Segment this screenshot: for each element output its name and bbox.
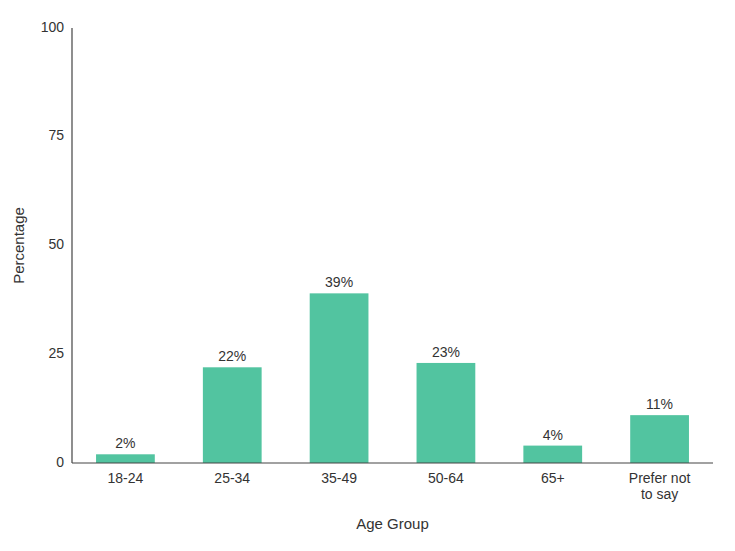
bar (203, 367, 262, 463)
y-tick-label: 100 (41, 19, 65, 35)
x-tick-label: 50-64 (428, 470, 464, 486)
bar (630, 415, 689, 463)
y-tick-label: 75 (48, 127, 64, 143)
x-ticks: 18-24 25-34 35-49 50-64 65+ Prefer notto say (108, 470, 691, 502)
y-ticks: 0 25 50 75 100 (41, 19, 65, 470)
data-label: 4% (543, 427, 563, 443)
data-label: 11% (646, 396, 673, 412)
bar (96, 454, 155, 463)
y-tick-label: 25 (48, 345, 64, 361)
data-labels: 2% 22% 39% 23% 4% 11% (115, 274, 673, 451)
chart-container: 2% 22% 39% 23% 4% 11% 0 25 50 75 100 18-24 25-34 35-4… (0, 0, 735, 551)
x-tick-label: 18-24 (108, 470, 144, 486)
data-label: 39% (325, 274, 353, 290)
y-tick-label: 0 (56, 454, 64, 470)
data-label: 22% (218, 348, 246, 364)
y-axis-label: Percentage (10, 207, 27, 284)
data-label: 23% (432, 344, 460, 360)
x-tick-label: 25-34 (214, 470, 250, 486)
x-tick-label: 65+ (541, 470, 565, 486)
chart: 2% 22% 39% 23% 4% 11% 0 25 50 75 100 18-24 25-34 35-4… (0, 0, 735, 551)
x-axis-line (72, 462, 713, 463)
x-tick-label: Prefer notto say (629, 470, 691, 502)
x-tick-label: 35-49 (321, 470, 357, 486)
x-axis-label: Age Group (356, 515, 429, 532)
y-axis-line (71, 28, 72, 463)
bar (523, 446, 582, 463)
bar (310, 293, 369, 463)
bar (417, 363, 476, 463)
bars (96, 293, 689, 463)
data-label: 2% (115, 435, 135, 451)
y-tick-label: 50 (48, 236, 64, 252)
